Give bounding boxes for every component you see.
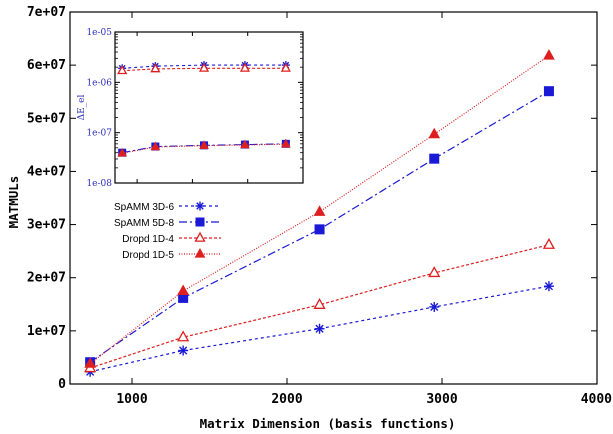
data-point xyxy=(429,153,440,164)
inset-data-point xyxy=(199,140,209,150)
data-point xyxy=(428,127,441,139)
inset-data-point xyxy=(280,62,291,72)
data-point xyxy=(314,323,325,334)
legend-marker xyxy=(195,201,205,211)
data-point xyxy=(177,330,190,342)
y-tick-label: 6e+07 xyxy=(27,58,66,73)
inset-y-tick-label: 1e-07 xyxy=(86,129,112,139)
inset-data-point xyxy=(240,139,250,149)
legend-marker xyxy=(195,217,205,227)
y-tick-label: 5e+07 xyxy=(27,111,66,126)
data-point xyxy=(543,86,554,97)
main-plot-frame xyxy=(69,11,598,385)
inset-y-axis-label: ΔE_el xyxy=(77,94,87,120)
inset-plot: 1e-08 1e-07 1e-06 1e-05 ΔE_el xyxy=(77,28,304,189)
inset-frame xyxy=(114,31,304,184)
data-point xyxy=(313,297,326,309)
inset-data-point xyxy=(198,62,210,72)
data-point xyxy=(428,266,441,278)
x-tick-label: 3000 xyxy=(426,392,457,407)
legend-label: Dropd 1D-4 xyxy=(122,234,174,245)
inset-series-line xyxy=(122,143,286,154)
legend-entry: SpAMM 3D-6 xyxy=(114,201,221,213)
data-point xyxy=(543,49,555,60)
y-axis-label: MATMULs xyxy=(6,176,21,229)
y-tick-label: 1e+07 xyxy=(27,324,66,339)
inset-series-dropd-1d-5 xyxy=(117,138,291,157)
legend-label: SpAMM 5D-8 xyxy=(114,218,174,229)
inset-data-point xyxy=(150,141,161,151)
inset-data-point xyxy=(117,64,128,75)
data-point xyxy=(178,345,189,356)
y-tick-label: 7e+07 xyxy=(27,5,66,20)
x-tick-label: 2000 xyxy=(271,392,302,407)
legend-entry: Dropd 1D-4 xyxy=(122,231,221,245)
y-tick-label: 3e+07 xyxy=(27,218,66,233)
series-line xyxy=(89,90,550,363)
legend-marker xyxy=(194,231,206,242)
data-point xyxy=(429,301,440,312)
data-point xyxy=(178,292,189,303)
data-point xyxy=(314,224,325,235)
data-point xyxy=(313,205,326,216)
x-tick-label: 4000 xyxy=(581,392,612,407)
inset-y-tick-label: 1e-08 xyxy=(86,179,112,189)
inset-series-dropd-1d-4 xyxy=(117,62,291,75)
inset-y-tick-label: 1e-05 xyxy=(86,28,112,38)
data-point xyxy=(177,284,189,295)
inset-y-tick-label: 1e-06 xyxy=(86,78,112,88)
y-tick-label: 2e+07 xyxy=(27,271,66,286)
series-line xyxy=(89,244,550,369)
legend: SpAMM 3D-6 SpAMM 5D-8 Dropd 1D-4 Dropd 1D-5 xyxy=(108,198,226,265)
main-plot: 0 1e+07 2e+07 3e+07 4e+07 5e+07 6e+07 7e+07 1000… xyxy=(27,5,612,407)
legend-label: SpAMM 3D-6 xyxy=(114,202,174,213)
series-dropd-1d-5 xyxy=(84,49,555,368)
legend-label: Dropd 1D-5 xyxy=(122,250,174,261)
x-axis-label: Matrix Dimension (basis functions) xyxy=(200,416,456,431)
data-point xyxy=(543,281,554,292)
data-point xyxy=(84,357,96,368)
legend-entry: SpAMM 5D-8 xyxy=(114,217,221,229)
inset-data-point xyxy=(239,62,251,72)
data-point xyxy=(542,237,556,249)
inset-data-point xyxy=(117,147,128,157)
y-tick-label: 4e+07 xyxy=(27,164,66,179)
x-tick-label: 1000 xyxy=(116,392,147,407)
inset-data-point xyxy=(150,63,161,73)
legend-entry: Dropd 1D-5 xyxy=(122,248,221,261)
y-tick-label: 0 xyxy=(58,377,66,392)
legend-background xyxy=(108,198,226,265)
inset-data-point xyxy=(281,138,291,148)
legend-marker xyxy=(194,248,206,258)
